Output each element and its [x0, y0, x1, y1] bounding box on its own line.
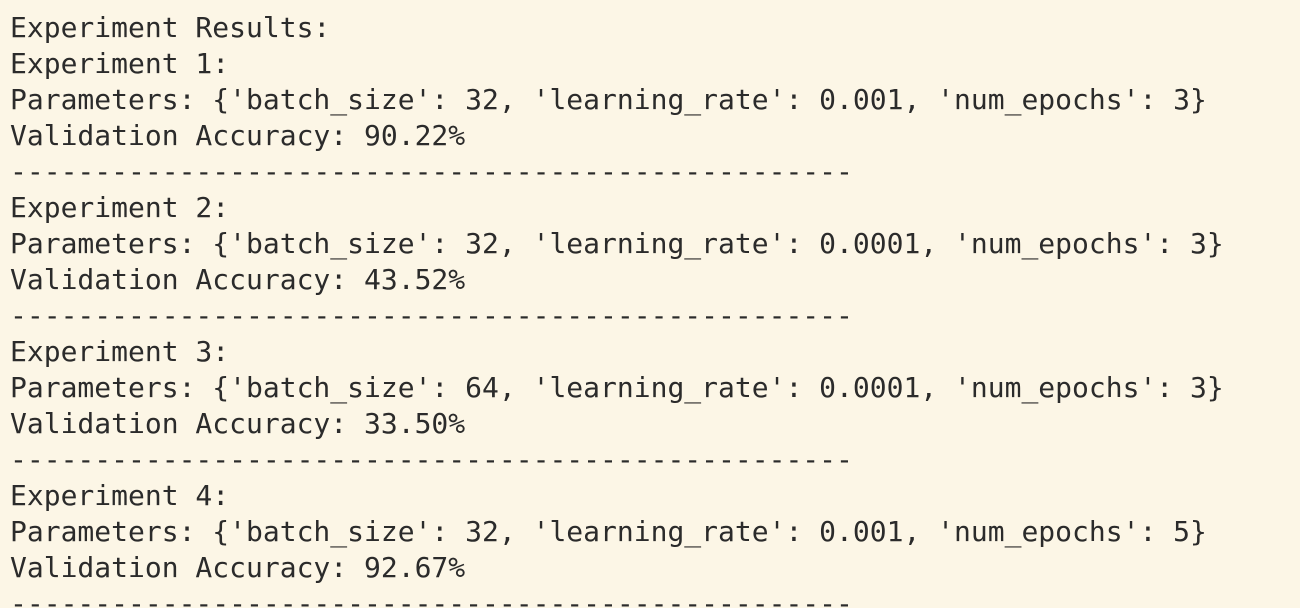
- separator: ----------------------------------------…: [10, 587, 853, 608]
- experiment-parameters: Parameters: {'batch_size': 32, 'learning…: [10, 515, 1207, 548]
- separator: ----------------------------------------…: [10, 155, 853, 188]
- validation-accuracy: Validation Accuracy: 33.50%: [10, 407, 466, 440]
- experiment-title: Experiment 2:: [10, 191, 230, 224]
- validation-accuracy: Validation Accuracy: 92.67%: [10, 551, 466, 584]
- separator: ----------------------------------------…: [10, 443, 853, 476]
- separator: ----------------------------------------…: [10, 299, 853, 332]
- validation-accuracy: Validation Accuracy: 43.52%: [10, 263, 466, 296]
- experiment-parameters: Parameters: {'batch_size': 64, 'learning…: [10, 371, 1224, 404]
- validation-accuracy: Validation Accuracy: 90.22%: [10, 119, 466, 152]
- experiment-title: Experiment 1:: [10, 47, 230, 80]
- experiment-title: Experiment 3:: [10, 335, 230, 368]
- experiment-parameters: Parameters: {'batch_size': 32, 'learning…: [10, 83, 1207, 116]
- experiment-title: Experiment 4:: [10, 479, 230, 512]
- results-header: Experiment Results:: [10, 11, 331, 44]
- experiment-parameters: Parameters: {'batch_size': 32, 'learning…: [10, 227, 1224, 260]
